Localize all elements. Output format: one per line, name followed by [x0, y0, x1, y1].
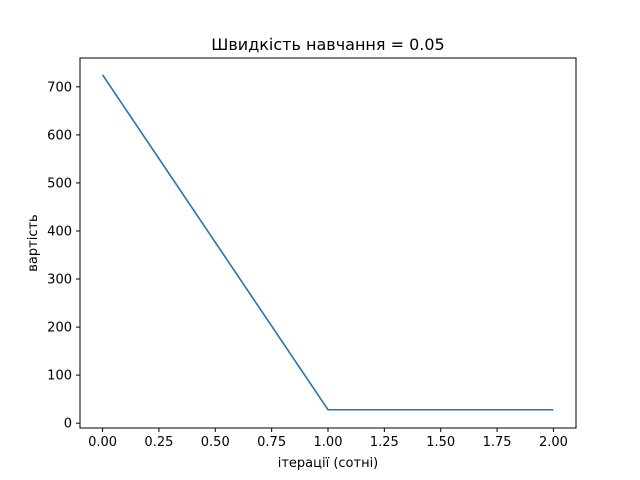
chart-title: Швидкість навчання = 0.05 [211, 35, 444, 54]
x-tick-label: 1.50 [426, 435, 455, 450]
x-tick-label: 1.25 [370, 435, 399, 450]
x-tick-label: 1.00 [314, 435, 343, 450]
y-tick-label: 200 [47, 321, 72, 336]
x-tick-label: 2.00 [539, 435, 568, 450]
x-tick-label: 0.25 [144, 435, 173, 450]
y-tick-label: 300 [47, 273, 72, 288]
x-tick-label: 0.75 [257, 435, 286, 450]
y-tick-label: 600 [47, 128, 72, 143]
y-axis: 0 100 200 300 400 500 600 700 [47, 80, 80, 432]
y-tick-label: 500 [47, 176, 72, 191]
y-tick-label: 0 [64, 417, 72, 432]
x-tick-label: 1.75 [483, 435, 512, 450]
x-axis-label: ітерації (сотні) [278, 456, 379, 471]
plot-frame [79, 57, 577, 429]
y-tick-label: 700 [47, 80, 72, 95]
series-line [101, 74, 554, 411]
y-tick-label: 100 [47, 369, 72, 384]
y-tick-label: 400 [47, 224, 72, 239]
y-axis-label: вартість [26, 214, 41, 271]
series-layer [101, 74, 554, 411]
x-tick-label: 0.00 [88, 435, 117, 450]
x-tick-label: 0.50 [201, 435, 230, 450]
x-axis: 0.00 0.25 0.50 0.75 1.00 1.25 1.50 1.75 2.00 [88, 428, 568, 450]
